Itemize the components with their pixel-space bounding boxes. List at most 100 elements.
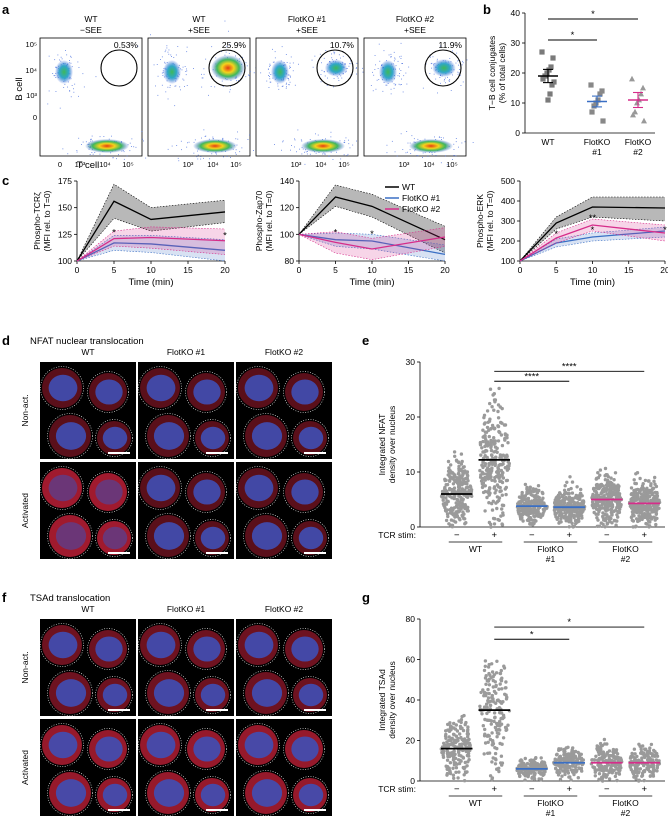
data-point xyxy=(443,477,447,481)
data-point xyxy=(591,103,597,109)
data-point xyxy=(453,740,458,745)
data-point xyxy=(601,514,605,519)
micrograph-column-label: FlotKO #2 xyxy=(265,347,304,357)
data-point xyxy=(565,480,569,484)
series-3 xyxy=(76,226,226,262)
data-point xyxy=(596,486,600,490)
data-point xyxy=(489,441,493,446)
data-point xyxy=(636,519,640,524)
flow-event xyxy=(212,138,214,140)
flow-event xyxy=(57,54,59,56)
data-point xyxy=(495,500,500,504)
data-point xyxy=(452,496,456,501)
band-lower xyxy=(519,236,666,262)
flow-event xyxy=(201,86,203,88)
cell-outline xyxy=(243,770,289,816)
flow-event xyxy=(116,158,117,160)
micrograph-tile xyxy=(40,462,136,559)
data-point xyxy=(563,749,567,754)
y-tick-label: 500 xyxy=(501,176,515,186)
flow-event xyxy=(301,153,303,155)
data-point xyxy=(486,678,490,683)
flow-event xyxy=(403,75,405,77)
flow-event xyxy=(54,75,56,77)
flow-event xyxy=(414,150,416,152)
flow-event xyxy=(399,56,401,58)
data-point xyxy=(483,421,487,425)
flow-event xyxy=(237,138,239,140)
data-point xyxy=(651,772,655,776)
data-point xyxy=(454,766,459,770)
data-point xyxy=(579,501,584,506)
confidence-band xyxy=(77,184,225,261)
data-point xyxy=(602,518,606,522)
band-upper xyxy=(76,235,226,262)
data-point xyxy=(593,100,599,106)
data-point xyxy=(571,770,575,774)
flow-event xyxy=(458,60,460,61)
data-point xyxy=(498,489,502,494)
data-point xyxy=(567,491,571,496)
data-point xyxy=(652,495,657,499)
flow-event xyxy=(430,56,431,58)
flow-event xyxy=(464,141,466,143)
flow-event xyxy=(167,98,169,100)
data-point xyxy=(548,64,554,70)
data-point xyxy=(448,469,452,473)
data-point xyxy=(567,765,572,770)
panel-f: f TSAd translocation WT FlotKO #1 FlotKO #… xyxy=(2,590,332,816)
flow-event xyxy=(289,67,290,69)
panel-f-title: TSAd translocation xyxy=(30,593,110,604)
data-point xyxy=(467,758,471,762)
data-point xyxy=(492,689,497,694)
flow-event xyxy=(157,94,159,96)
data-point xyxy=(446,514,450,519)
flow-event xyxy=(169,86,171,88)
cell-outline xyxy=(185,628,227,670)
data-point xyxy=(493,491,497,495)
flow-event xyxy=(221,80,223,82)
flow-population xyxy=(409,139,453,153)
flow-event xyxy=(129,150,131,152)
flow-event xyxy=(408,66,410,68)
flow-event xyxy=(82,141,84,143)
flow-event xyxy=(288,78,289,79)
series-2 xyxy=(298,232,446,262)
data-point xyxy=(488,703,493,708)
data-point xyxy=(454,458,459,462)
flow-event xyxy=(165,91,167,93)
flow-event xyxy=(362,71,364,73)
cell-nucleus xyxy=(298,526,324,550)
micrograph-row-label: Non-act. xyxy=(20,394,30,426)
y-axis-label: density over nucleus xyxy=(387,661,397,739)
data-point xyxy=(504,485,508,490)
data-point xyxy=(553,512,558,516)
flow-event xyxy=(62,148,64,150)
cell-outline xyxy=(283,628,325,670)
data-point xyxy=(602,737,607,742)
flow-event xyxy=(292,62,294,64)
data-point xyxy=(466,735,470,739)
flow-event xyxy=(249,75,250,77)
y-tick-label: 400 xyxy=(501,196,515,206)
flow-event xyxy=(337,77,339,79)
cell-outline xyxy=(193,676,231,714)
data-point xyxy=(495,659,499,663)
data-point xyxy=(532,521,536,526)
y-tick-label: 80 xyxy=(285,256,295,266)
data-point xyxy=(592,486,596,491)
data-point xyxy=(600,743,604,748)
flow-population xyxy=(163,60,181,84)
band-upper xyxy=(298,232,446,246)
flow-event xyxy=(165,49,167,51)
series-1 xyxy=(298,184,446,254)
data-point xyxy=(489,427,493,431)
data-point xyxy=(630,510,635,514)
data-point xyxy=(608,494,613,499)
flow-plot-frame xyxy=(39,37,143,157)
cell-outline xyxy=(193,519,231,557)
flow-x-tick-label: 10³ xyxy=(183,160,194,169)
data-point xyxy=(500,507,504,511)
